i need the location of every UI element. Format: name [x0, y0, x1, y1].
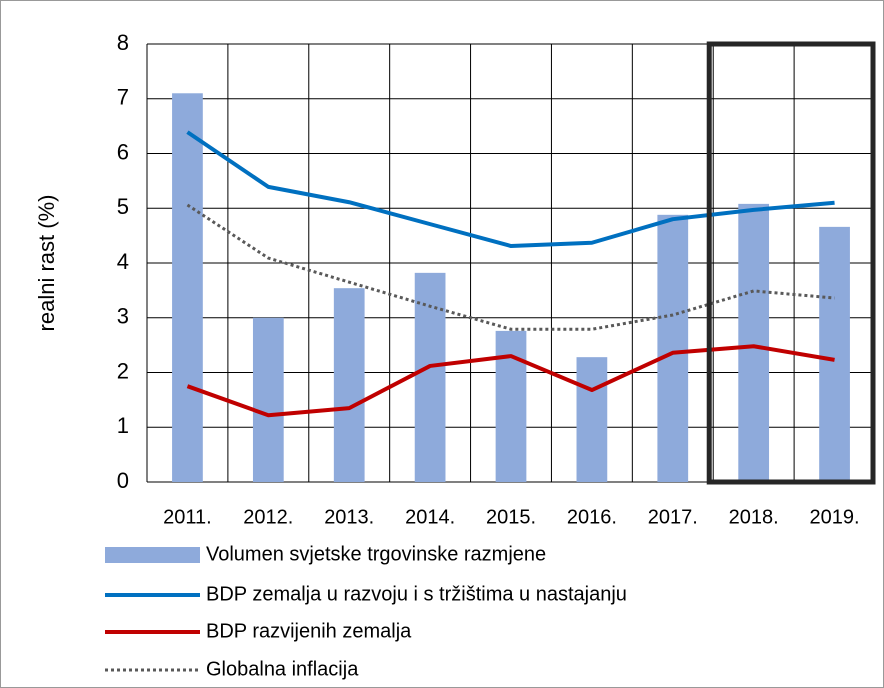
line-series — [186, 130, 835, 249]
legend-label: BDP zemalja u razvoju i s tržištima u na… — [206, 583, 627, 605]
y-tick-label: 6 — [117, 139, 129, 164]
bar — [172, 93, 203, 483]
bar — [333, 288, 365, 482]
line-series — [186, 203, 835, 331]
legend-swatch — [105, 547, 200, 563]
x-tick-label: 2018. — [729, 506, 779, 528]
y-tick-label: 5 — [117, 194, 129, 219]
highlight-box — [706, 41, 876, 485]
y-tick-label: 2 — [117, 358, 129, 383]
y-axis-label: realni rast (%) — [34, 195, 59, 332]
y-tick-label: 4 — [117, 249, 129, 274]
legend-label: Volumen svjetske trgovinske razmjene — [206, 543, 546, 565]
legend-label: BDP razvijenih zemalja — [206, 620, 412, 642]
y-tick-label: 0 — [117, 468, 129, 493]
x-tick-label: 2017. — [648, 506, 698, 528]
line-series — [186, 344, 835, 418]
y-tick-label: 8 — [117, 30, 129, 55]
x-tick-label: 2016. — [567, 506, 617, 528]
x-tick-label: 2019. — [810, 506, 860, 528]
y-tick-label: 1 — [117, 413, 129, 438]
y-tick-label: 7 — [117, 85, 129, 110]
x-tick-label: 2012. — [243, 506, 293, 528]
bar — [657, 214, 689, 482]
legend-label: Globalna inflacija — [206, 658, 359, 680]
bar — [252, 317, 284, 482]
x-tick-label: 2011. — [163, 506, 212, 528]
bar — [495, 330, 527, 482]
x-tick-label: 2013. — [324, 506, 374, 528]
y-tick-label: 3 — [117, 304, 129, 329]
bar — [819, 226, 850, 482]
bar — [576, 357, 608, 482]
x-tick-label: 2015. — [486, 506, 536, 528]
x-tick-label: 2014. — [405, 506, 455, 528]
bar — [738, 203, 770, 482]
